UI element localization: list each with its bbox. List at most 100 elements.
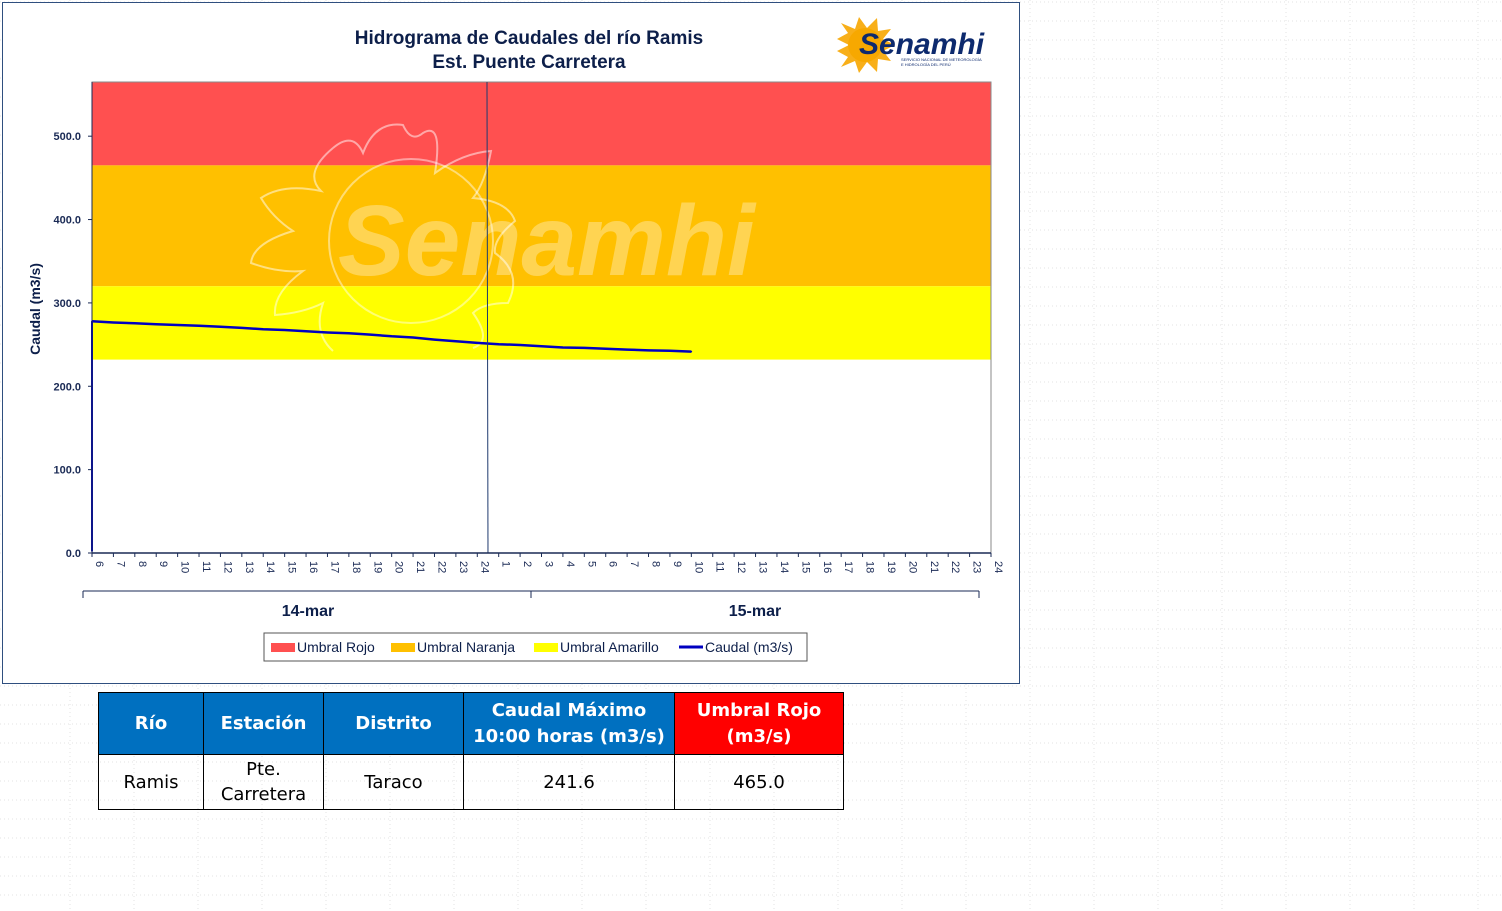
legend-swatch-rojo — [271, 643, 295, 652]
x-tick-label: 7 — [114, 561, 126, 567]
x-tick-label: 18 — [864, 561, 876, 573]
cell-estacion: Pte. Carretera — [203, 754, 324, 810]
x-tick-label: 15 — [799, 561, 811, 573]
caudal-point — [241, 327, 243, 329]
x-tick-label: 9 — [157, 561, 169, 567]
legend-label-amarillo: Umbral Amarillo — [560, 639, 659, 655]
y-tick-label: 400.0 — [53, 215, 81, 227]
caudal-point — [519, 344, 521, 346]
logo-wordmark: Senamhi — [859, 28, 985, 61]
x-tick-label: 16 — [307, 561, 319, 573]
cell-estacion-line2: Carretera — [220, 784, 307, 805]
x-tick-label: 9 — [671, 561, 683, 567]
x-tick-label: 2 — [521, 561, 533, 567]
y-tick-label: 200.0 — [53, 381, 81, 393]
band-umbral-amarillo — [92, 286, 991, 360]
x-tick-label: 1 — [500, 561, 512, 567]
header-distrito: Distrito — [323, 692, 464, 755]
x-tick-label: 18 — [350, 561, 362, 573]
legend-label-naranja: Umbral Naranja — [417, 639, 515, 655]
header-umbral-line2: (m3/s) — [726, 725, 792, 747]
logo-tagline-2: E HIDROLOGÍA DEL PERÚ — [901, 62, 951, 67]
threshold-bands — [91, 81, 992, 554]
caudal-point — [497, 343, 500, 346]
y-tick-label: 0.0 — [66, 548, 81, 560]
cell-distrito: Taraco — [323, 754, 464, 810]
caudal-point — [155, 323, 157, 326]
x-tick-label: 19 — [885, 561, 897, 573]
x-tick-label: 6 — [93, 561, 105, 567]
x-tick-label: 5 — [585, 561, 597, 567]
logo-tagline-1: SERVICIO NACIONAL DE METEOROLOGÍA — [901, 57, 982, 62]
x-tick-label: 8 — [650, 561, 662, 567]
y-axis-ticks: 0.0 100.0 200.0 300.0 400.0 500.0 — [53, 131, 92, 560]
chart-area[interactable]: Senamhi 0.0 100.0 200.0 300.0 400.0 500.0 6 7 8… — [2, 2, 1020, 684]
x-axis-ticks: 6 7 8 9 10 11 12 13 14 15 16 17 18 19 20 21 22 23 24 1 2 3 4 5 6… — [91, 553, 1004, 573]
caudal-point — [583, 347, 586, 349]
legend-swatch-amarillo — [534, 643, 558, 652]
caudal-point — [647, 349, 650, 352]
date-label-day1: 14-mar — [282, 603, 334, 620]
x-tick-label: 7 — [628, 561, 640, 567]
chart-subtitle: Est. Puente Carretera — [432, 52, 626, 73]
x-tick-label: 10 — [692, 561, 704, 573]
x-tick-label: 22 — [436, 561, 448, 573]
header-caudal-line2: 10:00 horas (m3/s) — [473, 725, 665, 747]
header-umbral-rojo: Umbral Rojo (m3/s) — [674, 692, 844, 755]
caudal-point — [562, 346, 564, 349]
day-separator-line — [486, 81, 489, 554]
caudal-point — [604, 348, 607, 350]
x-tick-label: 21 — [414, 561, 426, 573]
x-tick-label: 10 — [179, 561, 191, 573]
caudal-point — [305, 330, 307, 333]
legend-swatch-naranja — [391, 643, 415, 652]
x-tick-label: 11 — [200, 561, 212, 572]
date-label-day2: 15-mar — [729, 603, 781, 620]
caudal-point — [112, 321, 115, 324]
caudal-point — [219, 325, 222, 328]
table-row: Ramis Pte. Carretera Taraco 241.6 465.0 — [98, 754, 844, 810]
x-tick-label: 6 — [607, 561, 619, 567]
caudal-point — [283, 329, 286, 331]
y-tick-label: 500.0 — [53, 131, 81, 143]
x-tick-label: 3 — [543, 561, 555, 567]
senamhi-logo: Senamhi SERVICIO NACIONAL DE METEOROLOGÍ… — [837, 17, 985, 73]
summary-table: Río Estación Distrito Caudal Máximo 10:0… — [98, 692, 844, 810]
header-umbral-line1: Umbral Rojo — [696, 699, 822, 721]
caudal-point — [626, 348, 628, 351]
y-tick-label: 100.0 — [53, 465, 81, 477]
band-umbral-naranja — [92, 165, 991, 287]
caudal-point — [390, 335, 393, 338]
header-caudal-maximo: Caudal Máximo 10:00 horas (m3/s) — [463, 692, 675, 755]
cell-estacion-line1: Pte. — [246, 759, 281, 780]
cell-umbral-rojo: 465.0 — [674, 754, 844, 810]
cell-rio: Ramis — [98, 754, 204, 810]
band-umbral-rojo — [92, 82, 991, 166]
legend-label-caudal: Caudal (m3/s) — [705, 639, 793, 655]
x-tick-label: 19 — [371, 561, 383, 573]
caudal-point — [476, 342, 479, 344]
x-tick-label: 22 — [949, 561, 961, 573]
caudal-point — [176, 324, 179, 326]
caudal-point — [433, 338, 436, 341]
caudal-point — [369, 333, 372, 336]
header-caudal-line1: Caudal Máximo — [491, 699, 647, 721]
y-axis-title: Caudal (m3/s) — [27, 263, 43, 355]
caudal-point — [134, 322, 136, 325]
legend-label-rojo: Umbral Rojo — [297, 639, 375, 655]
watermark-text: Senamhi — [338, 185, 757, 297]
x-tick-label: 14 — [264, 561, 276, 573]
caudal-point — [198, 325, 200, 327]
x-tick-label: 12 — [735, 561, 747, 573]
x-tick-label: 17 — [329, 561, 341, 573]
x-tick-label: 15 — [286, 561, 298, 573]
x-tick-label: 23 — [457, 561, 469, 573]
x-tick-label: 17 — [842, 561, 854, 573]
caudal-point — [690, 350, 693, 353]
header-rio: Río — [98, 692, 204, 755]
x-tick-label: 13 — [757, 561, 769, 573]
caudal-point — [412, 336, 414, 339]
caudal-point — [455, 340, 457, 343]
caudal-point — [669, 350, 671, 352]
caudal-point — [326, 331, 329, 334]
